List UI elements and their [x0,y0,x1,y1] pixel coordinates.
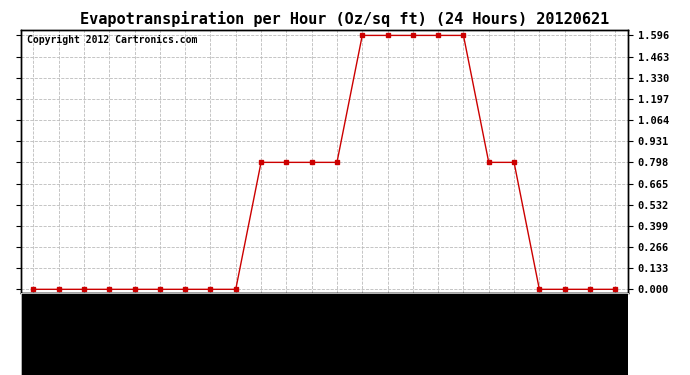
Text: Evapotranspiration per Hour (Oz/sq ft) (24 Hours) 20120621: Evapotranspiration per Hour (Oz/sq ft) (… [80,11,610,27]
Text: Copyright 2012 Cartronics.com: Copyright 2012 Cartronics.com [27,35,197,45]
